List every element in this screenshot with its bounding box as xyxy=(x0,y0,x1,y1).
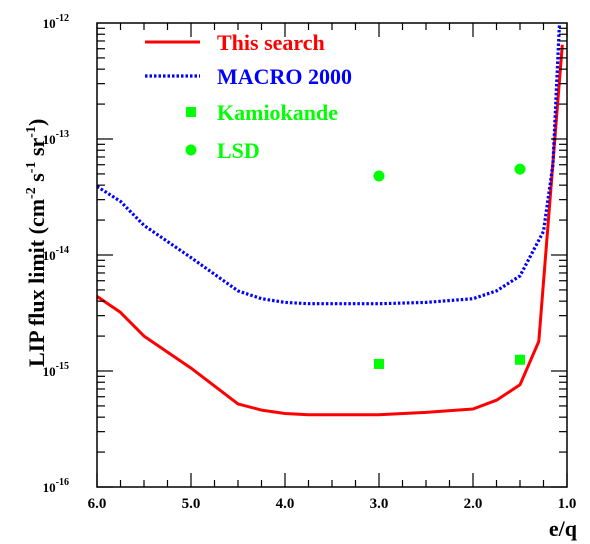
x-tick-label: 5.0 xyxy=(182,496,201,512)
kamiokande-point xyxy=(515,354,525,365)
y-tick-label: 10-14 xyxy=(43,245,69,263)
legend-label: Kamiokande xyxy=(217,100,338,125)
x-tick-label: 4.0 xyxy=(276,496,295,512)
plot-frame xyxy=(96,22,568,488)
series-line-this-search xyxy=(96,44,564,417)
y-tick-label: 10-15 xyxy=(43,361,69,379)
y-tick-label: 10-13 xyxy=(43,129,69,147)
x-tick-label: 1.0 xyxy=(558,496,577,512)
lsd-point xyxy=(373,170,385,182)
series-line-macro-2000 xyxy=(96,22,562,306)
y-tick-label: 10-12 xyxy=(43,13,69,31)
kamiokande-point xyxy=(374,358,384,369)
x-tick-label: 3.0 xyxy=(370,496,389,512)
y-axis-title: LIP flux limit (cm-2 s-1 sr-1) xyxy=(24,119,49,367)
ticks-layer: 6.0 5.0 4.0 3.0 2.0 1.0 10-16 10-15 10-14 10-13 10… xyxy=(43,13,577,512)
legend-label: MACRO 2000 xyxy=(217,64,352,89)
legend-label: This search xyxy=(217,30,325,55)
y-tick-label: 10-16 xyxy=(43,477,69,495)
legend: This search MACRO 2000 Kamiokande LSD xyxy=(145,30,352,163)
legend-label: LSD xyxy=(217,138,260,163)
x-tick-label: 2.0 xyxy=(464,496,483,512)
legend-swatch-kamiokande xyxy=(186,107,196,117)
series-layer xyxy=(96,22,564,417)
x-axis-title: e/q xyxy=(549,516,578,541)
lsd-point xyxy=(514,163,526,175)
legend-swatch-lsd xyxy=(185,144,197,156)
x-tick-label: 6.0 xyxy=(88,496,107,512)
